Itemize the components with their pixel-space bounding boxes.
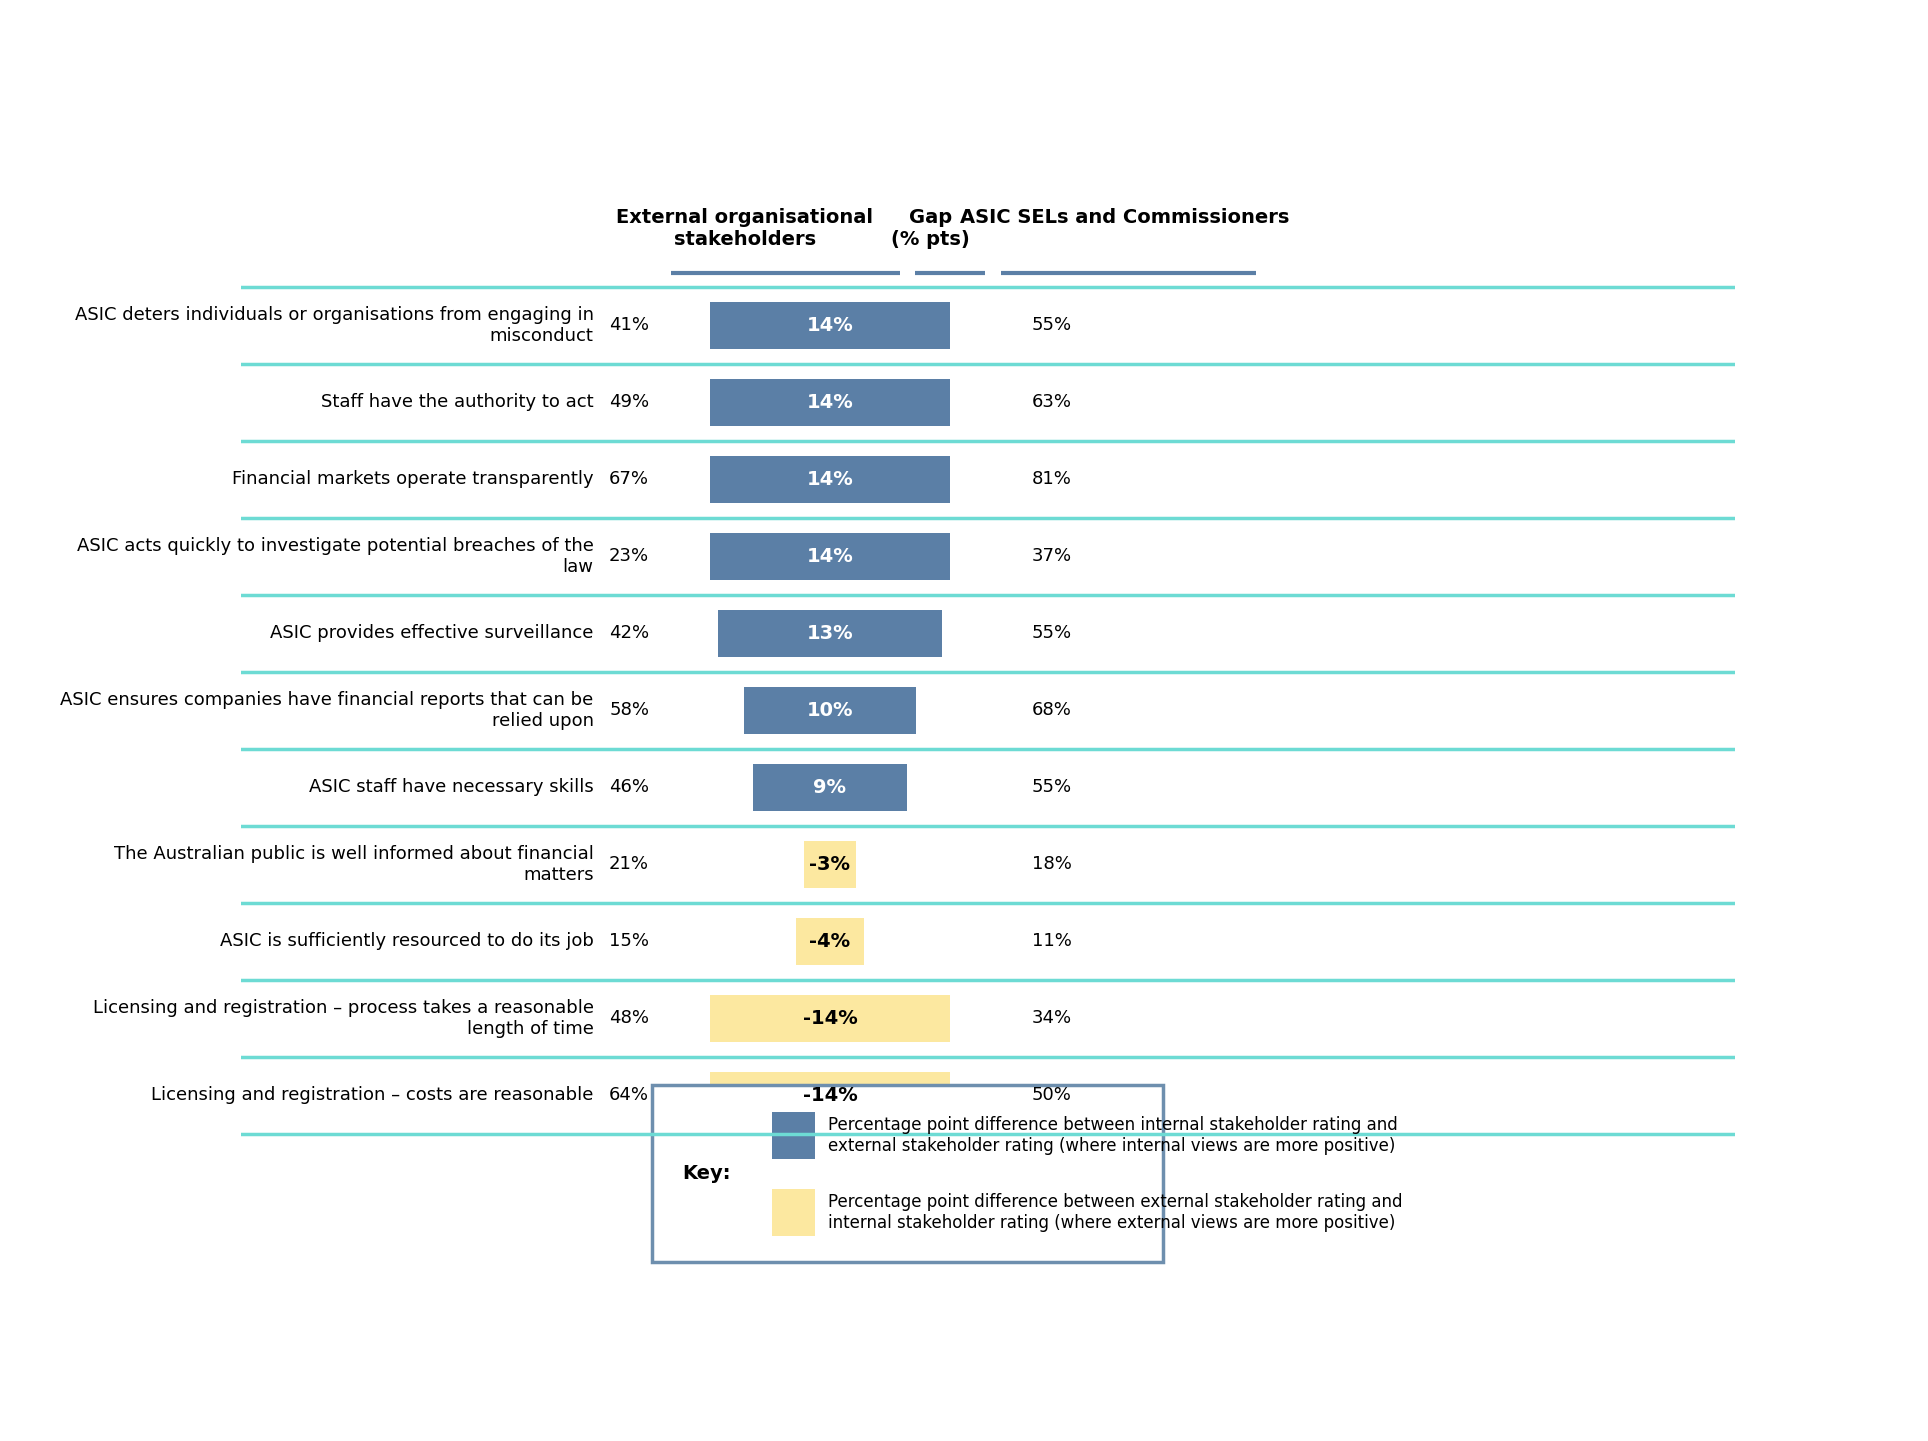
Text: 67%: 67% <box>609 470 650 488</box>
Text: Licensing and registration – process takes a reasonable
length of time: Licensing and registration – process tak… <box>93 999 594 1038</box>
Bar <box>752 764 908 811</box>
Text: 15%: 15% <box>609 932 650 951</box>
Bar <box>719 610 941 657</box>
Text: 50%: 50% <box>1031 1087 1072 1104</box>
Text: 11%: 11% <box>1031 932 1072 951</box>
Text: 37%: 37% <box>1031 548 1072 565</box>
Text: 64%: 64% <box>609 1087 650 1104</box>
Text: 63%: 63% <box>1031 393 1072 411</box>
Text: -14%: -14% <box>802 1087 858 1105</box>
Text: ASIC staff have necessary skills: ASIC staff have necessary skills <box>308 778 594 797</box>
Bar <box>771 1112 814 1159</box>
Text: Financial markets operate transparently: Financial markets operate transparently <box>231 470 594 488</box>
Text: 55%: 55% <box>1031 317 1072 334</box>
Text: 42%: 42% <box>609 624 650 643</box>
Text: External organisational
stakeholders: External organisational stakeholders <box>617 208 873 248</box>
Text: 34%: 34% <box>1031 1009 1072 1027</box>
FancyBboxPatch shape <box>652 1085 1163 1262</box>
Bar <box>796 918 864 965</box>
Text: 58%: 58% <box>609 702 650 719</box>
Text: -4%: -4% <box>810 932 850 951</box>
Bar <box>710 455 951 503</box>
Text: Licensing and registration – costs are reasonable: Licensing and registration – costs are r… <box>150 1087 594 1104</box>
Text: 46%: 46% <box>609 778 650 797</box>
Text: 55%: 55% <box>1031 624 1072 643</box>
Text: ASIC ensures companies have financial reports that can be
relied upon: ASIC ensures companies have financial re… <box>60 692 594 729</box>
Bar <box>744 686 916 735</box>
Text: 14%: 14% <box>806 548 854 566</box>
Text: Gap
(% pts): Gap (% pts) <box>891 208 970 248</box>
Text: ASIC is sufficiently resourced to do its job: ASIC is sufficiently resourced to do its… <box>220 932 594 951</box>
Text: 81%: 81% <box>1031 470 1072 488</box>
Text: ASIC deters individuals or organisations from engaging in
misconduct: ASIC deters individuals or organisations… <box>75 305 594 344</box>
Text: ASIC provides effective surveillance: ASIC provides effective surveillance <box>270 624 594 643</box>
Bar <box>710 379 951 427</box>
Text: Key:: Key: <box>683 1164 731 1183</box>
Text: 13%: 13% <box>806 624 854 643</box>
Text: ASIC SELs and Commissioners: ASIC SELs and Commissioners <box>960 208 1290 226</box>
Text: 10%: 10% <box>806 700 854 720</box>
Bar <box>771 1189 814 1235</box>
Text: Staff have the authority to act: Staff have the authority to act <box>320 393 594 411</box>
Bar <box>710 533 951 581</box>
Text: 9%: 9% <box>814 778 846 797</box>
Text: 41%: 41% <box>609 317 650 334</box>
Text: Percentage point difference between internal stakeholder rating and
external sta: Percentage point difference between inte… <box>829 1115 1398 1154</box>
Text: ASIC acts quickly to investigate potential breaches of the
law: ASIC acts quickly to investigate potenti… <box>77 537 594 576</box>
Text: 14%: 14% <box>806 316 854 334</box>
Text: 23%: 23% <box>609 548 650 565</box>
Text: 49%: 49% <box>609 393 650 411</box>
Text: 68%: 68% <box>1031 702 1072 719</box>
Text: 55%: 55% <box>1031 778 1072 797</box>
Text: -14%: -14% <box>802 1009 858 1027</box>
Text: The Australian public is well informed about financial
matters: The Australian public is well informed a… <box>114 844 594 883</box>
Text: Percentage point difference between external stakeholder rating and
internal sta: Percentage point difference between exte… <box>829 1193 1404 1232</box>
Bar <box>804 840 856 888</box>
Text: 48%: 48% <box>609 1009 650 1027</box>
Text: 14%: 14% <box>806 470 854 488</box>
Bar <box>710 301 951 349</box>
Text: 18%: 18% <box>1031 856 1072 873</box>
Text: -3%: -3% <box>810 855 850 873</box>
Text: 14%: 14% <box>806 393 854 412</box>
Bar <box>710 994 951 1042</box>
Bar <box>710 1072 951 1120</box>
Text: 21%: 21% <box>609 856 650 873</box>
